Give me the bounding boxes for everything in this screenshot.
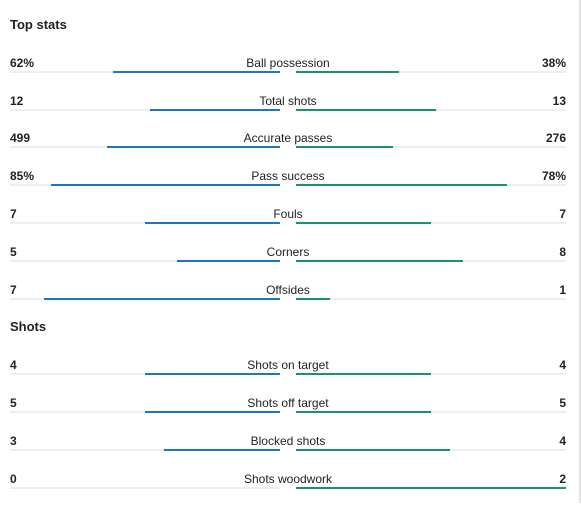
away-bar-track: [296, 146, 566, 148]
stat-label: Pass success: [251, 169, 325, 183]
home-value: 5: [10, 245, 17, 259]
away-value: 4: [559, 434, 566, 448]
stat-row-blocked-shots: 3 Blocked shots 4: [0, 434, 579, 472]
home-bar-track: [10, 411, 280, 413]
away-value: 13: [552, 94, 566, 108]
away-bar-track: [296, 487, 566, 489]
home-bar: [50, 184, 280, 186]
away-bar: [296, 222, 431, 224]
away-bar-track: [296, 449, 566, 451]
stat-label: Offsides: [266, 283, 310, 297]
stat-label: Fouls: [273, 207, 303, 221]
home-value: 499: [10, 131, 31, 145]
home-bar-track: [10, 298, 280, 300]
away-bar: [296, 109, 437, 111]
stat-label: Shots off target: [247, 396, 329, 410]
away-bar: [296, 449, 450, 451]
home-bar: [112, 71, 280, 73]
home-bar: [145, 373, 280, 375]
home-value: 7: [10, 207, 17, 221]
away-bar: [296, 487, 566, 489]
stat-label: Corners: [266, 245, 310, 259]
away-value: 1: [559, 283, 566, 297]
home-bar: [107, 146, 280, 148]
away-bar-track: [296, 298, 566, 300]
home-bar-track: [10, 260, 280, 262]
stat-label: Total shots: [259, 94, 317, 108]
home-bar: [163, 449, 280, 451]
home-bar: [145, 222, 280, 224]
home-value: 3: [10, 434, 17, 448]
away-bar-track: [296, 71, 566, 73]
away-value: 78%: [541, 169, 566, 183]
home-value: 85%: [10, 169, 35, 183]
away-bar: [296, 146, 394, 148]
away-bar-track: [296, 411, 566, 413]
home-bar-track: [10, 222, 280, 224]
away-value: 8: [559, 245, 566, 259]
home-bar: [145, 411, 280, 413]
away-bar-track: [296, 260, 566, 262]
home-bar-track: [10, 449, 280, 451]
home-value: 5: [10, 396, 17, 410]
home-value: 4: [10, 358, 17, 372]
stat-row-corners: 5 Corners 8: [0, 245, 579, 283]
away-value: 276: [545, 131, 566, 145]
away-bar: [296, 71, 399, 73]
home-value: 12: [10, 94, 24, 108]
away-bar-track: [296, 222, 566, 224]
home-bar: [177, 260, 280, 262]
home-value: 62%: [10, 56, 35, 70]
home-value: 0: [10, 472, 17, 486]
stat-row-fouls: 7 Fouls 7: [0, 207, 579, 245]
home-bar: [43, 298, 280, 300]
away-value: 5: [559, 396, 566, 410]
stat-row-shots-off-target: 5 Shots off target 5: [0, 396, 579, 434]
away-value: 2: [559, 472, 566, 486]
away-value: 38%: [541, 56, 566, 70]
away-value: 7: [559, 207, 566, 221]
stat-label: Blocked shots: [250, 434, 326, 448]
home-bar-track: [10, 373, 280, 375]
stat-label: Shots woodwork: [243, 472, 333, 486]
home-bar-track: [10, 146, 280, 148]
home-bar: [150, 109, 280, 111]
section-title-shots: Shots: [10, 319, 47, 334]
away-bar: [296, 260, 464, 262]
away-bar: [296, 184, 507, 186]
home-bar-track: [10, 487, 280, 489]
away-value: 4: [559, 358, 566, 372]
away-bar: [296, 298, 330, 300]
stat-label: Ball possession: [246, 56, 330, 70]
stat-label: Shots on target: [247, 358, 329, 372]
home-bar-track: [10, 71, 280, 73]
stat-row-pass-success: 85% Pass success 78%: [0, 169, 579, 207]
away-bar: [296, 373, 431, 375]
stat-row-accurate-passes: 499 Accurate passes 276: [0, 131, 579, 169]
panel-right-border: [579, 0, 581, 503]
away-bar-track: [296, 109, 566, 111]
stat-label: Accurate passes: [243, 131, 333, 145]
away-bar-track: [296, 373, 566, 375]
stat-row-shots-on-target: 4 Shots on target 4: [0, 358, 579, 396]
stat-row-ball-possession: 62% Ball possession 38%: [0, 56, 579, 94]
away-bar-track: [296, 184, 566, 186]
away-bar: [296, 411, 431, 413]
stat-row-shots-woodwork: 0 Shots woodwork 2: [0, 472, 579, 510]
home-bar-track: [10, 109, 280, 111]
section-title-top-stats: Top stats: [10, 17, 67, 32]
stat-row-total-shots: 12 Total shots 13: [0, 94, 579, 132]
home-value: 7: [10, 283, 17, 297]
home-bar-track: [10, 184, 280, 186]
stat-row-offsides: 7 Offsides 1: [0, 283, 579, 321]
